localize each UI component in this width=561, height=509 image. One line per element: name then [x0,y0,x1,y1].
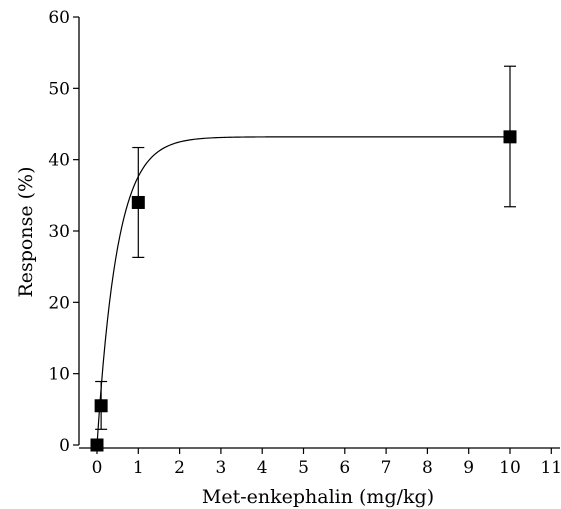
x-tick-label: 0 [92,458,103,478]
data-point [90,438,104,452]
y-tick-label: 30 [48,222,70,242]
y-tick-label: 10 [48,365,70,385]
x-tick-label: 6 [339,458,350,478]
y-axis-title: Response (%) [15,166,37,297]
y-tick-label: 0 [59,436,70,456]
x-tick-label: 4 [257,458,268,478]
x-tick-label: 7 [381,458,392,478]
x-tick-label: 11 [540,458,561,478]
y-tick-label: 40 [48,151,70,171]
data-point [131,195,145,209]
x-tick-label: 10 [499,458,521,478]
fit-curve [96,136,510,446]
x-ticks: 0 1 2 3 4 5 6 7 8 9 10 11 [92,448,561,478]
y-tick-label: 50 [48,79,70,99]
x-tick-label: 3 [215,458,226,478]
y-ticks: 0 10 20 30 40 50 60 [48,8,79,456]
data-point [503,130,517,144]
data-point [94,399,108,413]
x-tick-label: 2 [174,458,185,478]
x-tick-label: 1 [133,458,144,478]
x-tick-label: 9 [463,458,474,478]
error-bars [95,65,516,430]
y-tick-label: 20 [48,293,70,313]
y-tick-label: 60 [48,8,70,28]
x-axis: 0 1 2 3 4 5 6 7 8 9 10 11 [79,447,561,478]
x-axis-title: Met-enkephalin (mg/kg) [202,486,434,508]
data-points [90,130,517,452]
x-tick-label: 8 [422,458,433,478]
y-axis: 0 10 20 30 40 50 60 [48,8,80,456]
x-tick-label: 5 [298,458,309,478]
